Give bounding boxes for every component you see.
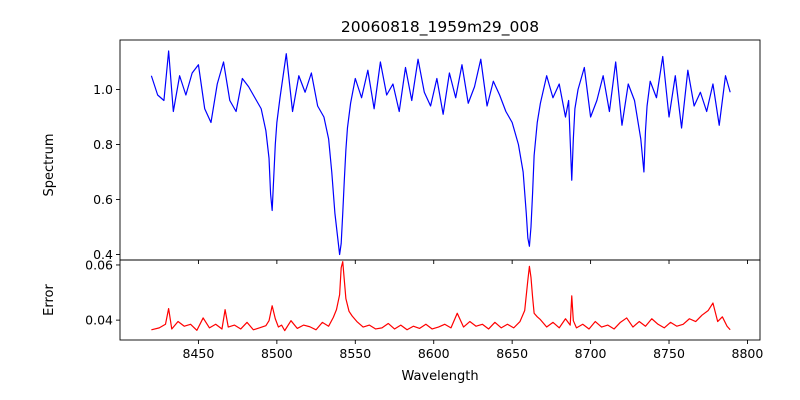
- error-x-tick-label: 8550: [339, 346, 371, 361]
- error-axes-frame: [119, 259, 761, 341]
- spectrum-y-tick-label: 0.8: [93, 137, 113, 152]
- error-x-tick-label: 8800: [732, 346, 764, 361]
- error-x-tick-label: 8450: [183, 346, 215, 361]
- error-x-tick-label: 8650: [496, 346, 528, 361]
- error-panel: 8450 8500 8550 8600 8650 8700 8750 8800 0.04 0.06: [85, 257, 763, 361]
- error-y-tick-label: 0.04: [85, 313, 113, 328]
- spectrum-panel: 0.4 0.6 0.8 1.0: [93, 39, 761, 264]
- spectrum-y-tick-label: 0.4: [93, 247, 113, 262]
- error-series-line-0: [151, 261, 731, 332]
- error-x-tick-label: 8500: [261, 346, 293, 361]
- error-y-axis-label: Error: [42, 284, 57, 316]
- spectrum-y-tick-label: 1.0: [93, 82, 113, 97]
- spectrum-series-line-0: [150, 50, 731, 256]
- spectrum-y-tick-label: 0.6: [93, 192, 113, 207]
- error-y-tick-label: 0.06: [85, 257, 113, 272]
- error-x-tick-label: 8700: [575, 346, 607, 361]
- x-axis-label: Wavelength: [401, 369, 478, 384]
- error-x-tick-label: 8600: [418, 346, 450, 361]
- chart-title: 20060818_1959m29_008: [341, 18, 539, 37]
- spectrum-y-axis-label: Spectrum: [42, 134, 57, 197]
- error-x-tick-label: 8750: [653, 346, 685, 361]
